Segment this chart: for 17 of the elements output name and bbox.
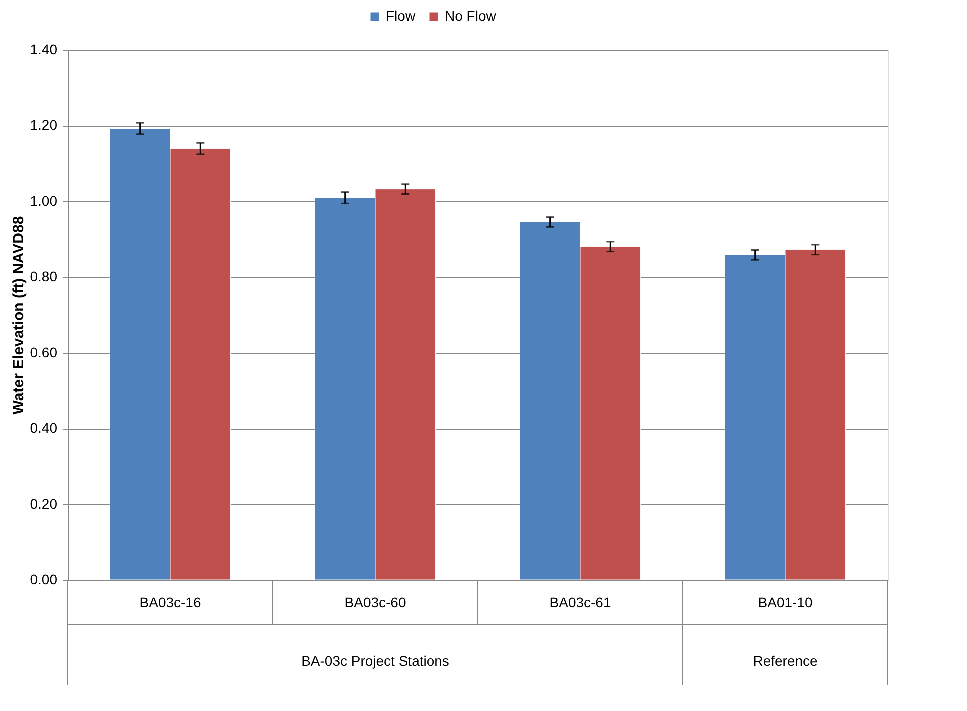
y-tick-label: 0.40 [30, 420, 58, 436]
legend-label: Flow [386, 8, 416, 24]
x-tick-label: BA03c-16 [140, 594, 202, 610]
text: Reference [753, 653, 818, 669]
y-tick-label: 1.20 [30, 117, 58, 134]
y-axis-title: Water Elevation (ft) NAVD88 [10, 216, 28, 415]
x-tick-label: BA03c-60 [344, 594, 406, 610]
y-tick-label: 0.80 [30, 268, 58, 285]
y-tick-label: 0.60 [30, 344, 58, 360]
y-tick-label: 1.00 [30, 192, 58, 209]
x-tick-label: BA03c-61 [550, 594, 612, 610]
y-tick-label: 0.00 [30, 572, 58, 588]
legend-label: No Flow [445, 8, 498, 24]
text: BA-03c Project Stations [302, 653, 450, 669]
x-tick-label: BA01-10 [758, 594, 813, 610]
y-tick-label: 1.40 [30, 42, 58, 58]
y-tick-label: 0.20 [30, 496, 58, 512]
